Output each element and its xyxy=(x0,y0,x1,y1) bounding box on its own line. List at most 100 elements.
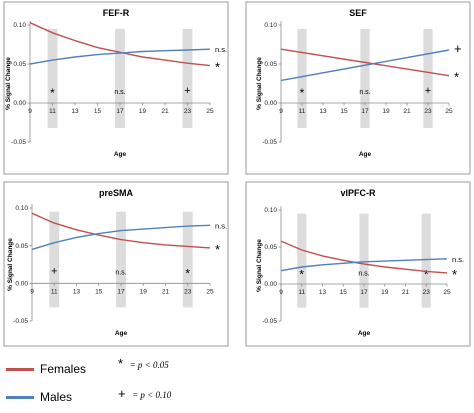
series-line-males xyxy=(29,48,211,65)
age-band-17 xyxy=(115,28,125,128)
legend-males: Males xyxy=(6,390,72,404)
chart-panel-1: FEF-R -0.05 0.00 0.05 0.10 9 11 13 15 17 19 21 23 25 A… xyxy=(3,1,229,175)
series-line-females xyxy=(280,240,448,274)
y-tick-label: 0.10 xyxy=(264,22,277,29)
x-tick-label: 9 xyxy=(279,108,283,115)
x-tick-label: 25 xyxy=(443,289,451,296)
significance-mark: n.s. xyxy=(115,270,126,277)
chart-title: FEF-R xyxy=(103,8,130,18)
x-tick-label: 23 xyxy=(184,108,192,115)
x-tick-label: 23 xyxy=(423,289,431,296)
x-tick-label: 25 xyxy=(445,108,453,115)
x-tick-label: 21 xyxy=(403,108,411,115)
x-tick-label: 15 xyxy=(95,288,103,295)
x-tick-label: 25 xyxy=(206,288,214,295)
series-end-marker-females: * xyxy=(454,70,459,85)
x-tick-label: 13 xyxy=(319,289,327,296)
x-axis-label: Age xyxy=(358,330,371,337)
significance-mark: + xyxy=(51,266,57,278)
y-tick-label: 0.00 xyxy=(264,281,277,288)
x-axis-label: Age xyxy=(359,151,372,158)
chart-panel-2: SEF -0.05 0.00 0.05 0.10 9 11 13 15 17 19 21 23 25 Age… xyxy=(245,1,471,175)
age-band-23 xyxy=(182,28,193,128)
series-line-males xyxy=(280,258,448,272)
age-band-11 xyxy=(297,213,307,308)
x-tick-label: 23 xyxy=(184,288,192,295)
x-tick-label: 19 xyxy=(382,108,390,115)
x-tick-label: 17 xyxy=(360,289,368,296)
significance-mark: n.s. xyxy=(114,89,125,96)
age-band-23 xyxy=(182,211,193,308)
x-tick-label: 25 xyxy=(206,108,214,115)
x-tick-label: 13 xyxy=(73,288,81,295)
age-band-17 xyxy=(360,28,370,128)
significance-mark: * xyxy=(185,267,190,281)
x-tick-label: 11 xyxy=(49,108,56,115)
legend-sig-p10-text: = p < 0.10 xyxy=(132,390,172,400)
age-band-23 xyxy=(421,213,431,308)
series-end-marker-males: n.s. xyxy=(215,45,227,54)
significance-mark: * xyxy=(424,268,429,282)
significance-mark: + xyxy=(184,85,190,97)
series-line-males xyxy=(280,49,450,82)
x-tick-label: 13 xyxy=(319,108,327,115)
x-tick-label: 9 xyxy=(28,108,32,115)
x-axis-label: Age xyxy=(115,330,128,337)
age-band-11 xyxy=(49,211,60,308)
significance-mark: * xyxy=(300,86,305,100)
x-tick-label: 21 xyxy=(402,289,410,296)
age-band-11 xyxy=(297,28,307,128)
age-band-17 xyxy=(116,211,126,308)
chart-title: preSMA xyxy=(99,188,134,198)
x-tick-label: 21 xyxy=(162,288,170,295)
y-tick-label: 0.05 xyxy=(264,244,277,251)
y-tick-label: -0.05 xyxy=(11,139,26,146)
series-line-males xyxy=(31,224,211,251)
y-tick-label: 0.00 xyxy=(264,100,277,107)
panel-frame xyxy=(245,181,471,347)
y-tick-label: 0.05 xyxy=(13,61,26,68)
x-tick-label: 11 xyxy=(51,288,58,295)
legend-males-line xyxy=(6,395,34,399)
legend-females-label: Females xyxy=(40,362,87,376)
chart-panel-4: vlPFC-R -0.05 0.00 0.05 0.10 9 11 13 15 17 19 21 23 2… xyxy=(245,181,471,347)
x-tick-label: 21 xyxy=(161,108,169,115)
significance-mark: n.s. xyxy=(358,271,369,278)
x-tick-label: 11 xyxy=(298,289,305,296)
significance-mark: * xyxy=(299,268,304,282)
y-axis-label: % Signal Change xyxy=(256,239,263,292)
series-end-marker-females: * xyxy=(215,60,220,75)
y-tick-label: 0.05 xyxy=(15,243,28,250)
chart-title: vlPFC-R xyxy=(340,188,376,198)
age-band-17 xyxy=(359,213,369,308)
x-tick-label: 11 xyxy=(299,108,306,115)
legend-sig-p10: + = p < 0.10 xyxy=(118,386,171,401)
y-tick-label: 0.05 xyxy=(264,61,277,68)
legend-sig-p05: * = p < 0.05 xyxy=(118,356,169,371)
significance-mark: n.s. xyxy=(359,89,370,96)
y-axis-label: % Signal Change xyxy=(5,57,12,110)
x-axis-label: Age xyxy=(114,151,127,158)
series-line-females xyxy=(31,212,211,249)
chart-title: SEF xyxy=(349,8,367,18)
series-end-marker-females: * xyxy=(452,267,457,282)
legend-females: Females xyxy=(6,362,86,376)
series-end-marker-males: n.s. xyxy=(452,255,464,264)
x-tick-label: 23 xyxy=(424,108,432,115)
series-end-marker-males: + xyxy=(454,41,462,56)
y-tick-label: 0.00 xyxy=(15,281,28,288)
chart-panel-3: preSMA -0.05 0.00 0.05 0.10 9 11 13 15 17 19 21 23 25… xyxy=(3,181,229,347)
series-end-marker-males: n.s. xyxy=(215,221,227,230)
x-tick-label: 13 xyxy=(71,108,79,115)
legend-males-label: Males xyxy=(40,390,73,404)
x-tick-label: 9 xyxy=(279,289,283,296)
y-tick-label: -0.05 xyxy=(13,318,28,325)
age-band-11 xyxy=(47,28,58,128)
series-end-marker-females: * xyxy=(215,242,220,257)
y-tick-label: -0.05 xyxy=(262,318,277,325)
y-tick-label: 0.10 xyxy=(264,207,277,214)
y-axis-label: % Signal Change xyxy=(7,238,14,291)
x-tick-label: 9 xyxy=(30,288,34,295)
x-tick-label: 17 xyxy=(117,288,125,295)
legend-sig-p10-symbol: + xyxy=(118,386,126,401)
